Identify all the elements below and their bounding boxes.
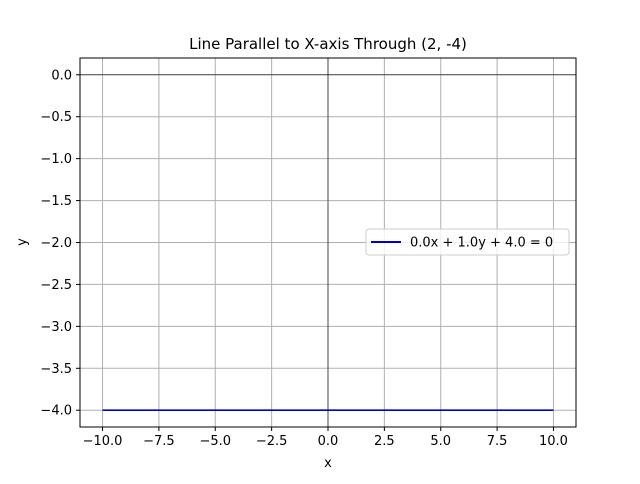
x-tick-label: −7.5 [143,434,175,449]
y-tick-label: −4.0 [40,404,72,419]
y-tick-label: −2.5 [40,278,72,293]
y-tick-label: −3.0 [40,320,72,335]
x-tick-label: 7.5 [487,434,508,449]
legend-label: 0.0x + 1.0y + 4.0 = 0 [410,236,553,251]
x-ticks: −10.0 −7.5 −5.0 −2.5 0.0 2.5 5.0 7.5 10.0 [83,427,568,449]
legend: 0.0x + 1.0y + 4.0 = 0 [365,228,570,256]
x-tick-label: 5.0 [430,434,451,449]
y-tick-label: −1.0 [40,152,72,167]
reference-lines [80,58,576,427]
y-tick-label: −2.0 [40,236,72,251]
x-tick-label: −10.0 [83,434,123,449]
x-axis-label: x [324,456,332,471]
x-tick-label: 0.0 [318,434,339,449]
legend-box [365,228,570,256]
y-axis-label: y [15,238,30,246]
y-tick-label: −0.5 [40,110,72,125]
y-tick-label: 0.0 [51,68,72,83]
y-tick-label: −3.5 [40,362,72,377]
y-tick-label: −1.5 [40,194,72,209]
chart-title: Line Parallel to X-axis Through (2, -4) [189,35,467,53]
x-tick-label: 2.5 [374,434,395,449]
x-tick-label: 10.0 [539,434,568,449]
x-tick-label: −5.0 [199,434,231,449]
y-ticks: 0.0 −0.5 −1.0 −1.5 −2.0 −2.5 −3.0 −3.5 −4.0 [40,68,80,419]
x-tick-label: −2.5 [256,434,288,449]
